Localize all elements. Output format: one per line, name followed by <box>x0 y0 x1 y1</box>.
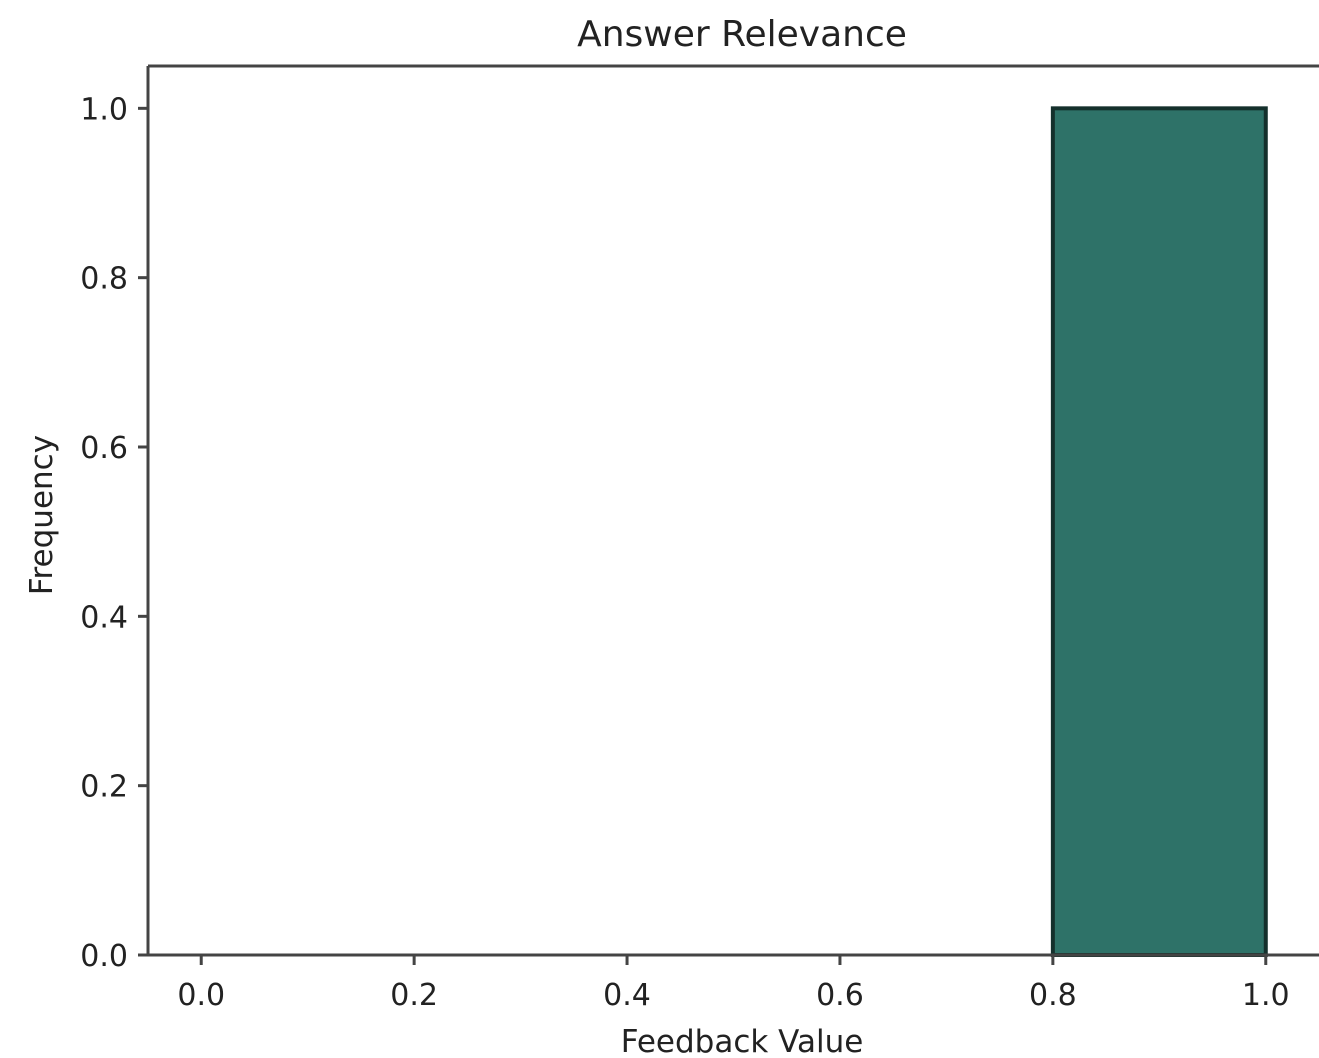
x-tick-label: 0.8 <box>1029 978 1077 1013</box>
y-axis-title: Frequency <box>24 435 60 595</box>
y-tick-label: 0.6 <box>80 431 128 466</box>
axes-layer <box>146 64 1319 957</box>
y-tick-label: 0.4 <box>80 600 128 635</box>
x-tick-label: 0.2 <box>390 978 438 1013</box>
bars-layer <box>1050 106 1268 958</box>
ticks-layer: 0.0 0.2 0.4 0.6 0.8 1.0 0.0 0.2 0.4 0.6 0.8 1.0 <box>80 92 1289 1013</box>
x-tick-label: 0.0 <box>177 978 225 1013</box>
x-axis-title: Feedback Value <box>621 1024 864 1058</box>
y-tick-label: 1.0 <box>80 92 128 127</box>
y-tick-label: 0.2 <box>80 770 128 805</box>
y-tick-label: 0.0 <box>80 939 128 974</box>
y-tick-label: 0.8 <box>80 262 128 297</box>
x-tick-label: 0.6 <box>816 978 864 1013</box>
x-tick-label: 0.4 <box>603 978 651 1013</box>
chart-title: Answer Relevance <box>577 14 907 55</box>
histogram-bar-0 <box>1050 106 1268 958</box>
x-tick-label: 1.0 <box>1242 978 1290 1013</box>
